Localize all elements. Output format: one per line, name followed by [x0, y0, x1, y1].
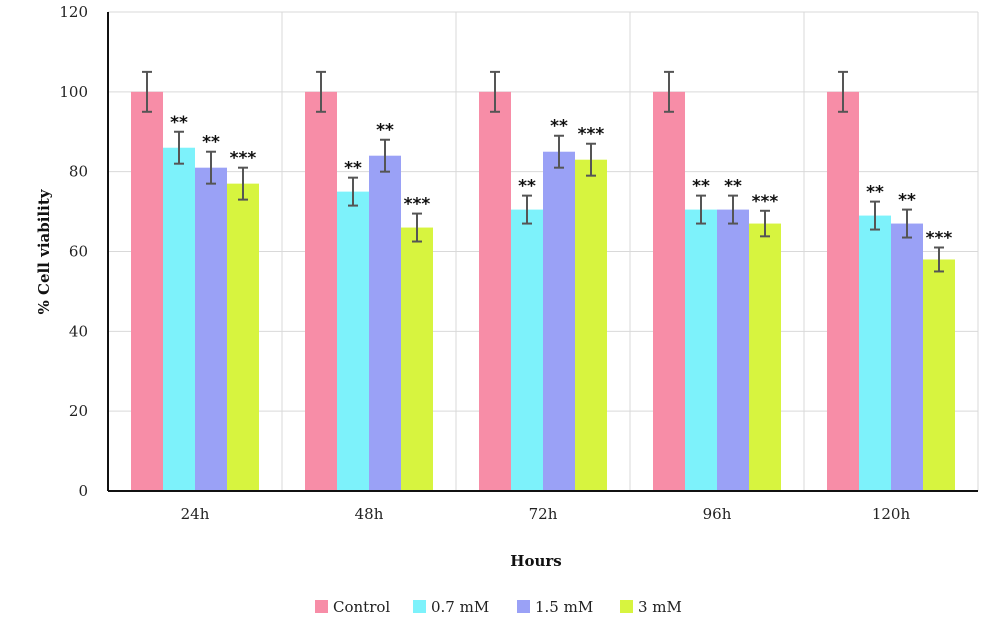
bar [227, 183, 259, 491]
bar [749, 223, 781, 491]
significance-label: ** [376, 121, 394, 141]
legend-swatch [315, 600, 328, 613]
bar [369, 155, 401, 491]
significance-label: *** [926, 229, 953, 249]
axes [107, 12, 978, 492]
bar [923, 259, 955, 491]
bar [131, 91, 163, 491]
legend-swatch [620, 600, 633, 613]
bar [891, 223, 923, 491]
significance-label: ** [898, 191, 916, 211]
y-tick-label: 80 [69, 163, 88, 181]
significance-label: ** [202, 133, 220, 153]
legend-swatch [413, 600, 426, 613]
y-tick-label: 60 [69, 243, 88, 261]
y-tick-label: 0 [78, 482, 88, 500]
legend-swatch [517, 600, 530, 613]
bar [685, 209, 717, 491]
bar [479, 91, 511, 491]
significance-label: ** [866, 183, 884, 203]
bar [543, 151, 575, 492]
significance-label: ** [170, 113, 188, 133]
y-axis-title: % Cell viability [35, 188, 53, 314]
bar [511, 209, 543, 491]
bar [575, 159, 607, 492]
bar [195, 167, 227, 492]
significance-label: ** [344, 159, 362, 179]
x-tick-label: 48h [355, 505, 384, 523]
x-tick-label: 96h [703, 505, 732, 523]
bar [401, 227, 433, 492]
significance-layer: ****** ** ****** ********************* [170, 113, 952, 249]
x-axis-title: Hours [510, 552, 561, 570]
legend-label: 3 mM [638, 598, 682, 616]
x-tick-label: 72h [529, 505, 558, 523]
significance-label: ** [550, 117, 568, 137]
y-tick-labels: 0 20 40 60 80 100 120 [59, 3, 88, 500]
significance-label: *** [404, 195, 431, 215]
bar [163, 147, 195, 491]
x-tick-labels: 24h 48h 72h 96h 120h [181, 505, 911, 523]
legend-label: 0.7 mM [431, 598, 489, 616]
significance-label: *** [578, 125, 605, 145]
y-tick-label: 120 [59, 3, 88, 21]
legend-label: 1.5 mM [535, 598, 593, 616]
bar [337, 191, 369, 491]
bar [717, 209, 749, 491]
bar [827, 91, 859, 491]
x-tick-label: 120h [872, 505, 911, 523]
y-tick-label: 100 [59, 83, 88, 101]
legend-label: Control [333, 598, 390, 616]
legend: Control 0.7 mM 1.5 mM 3 mM [315, 598, 682, 616]
significance-label: ** [518, 177, 536, 197]
y-tick-label: 40 [69, 322, 88, 340]
significance-label: ** [692, 177, 710, 197]
significance-label: *** [752, 192, 779, 212]
bar [653, 91, 685, 491]
bar [305, 91, 337, 491]
bars-layer [131, 91, 955, 492]
significance-label: ** [724, 177, 742, 197]
error-bars-layer [142, 70, 944, 273]
x-tick-label: 24h [181, 505, 210, 523]
y-tick-label: 20 [69, 402, 88, 420]
significance-label: *** [230, 149, 257, 169]
bar [859, 215, 891, 491]
